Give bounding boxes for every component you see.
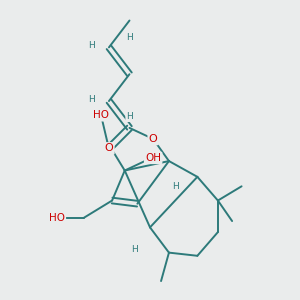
Text: H: H: [126, 112, 133, 121]
Text: H: H: [126, 33, 133, 42]
Text: O: O: [105, 143, 113, 153]
Text: H: H: [88, 95, 95, 104]
Text: HO: HO: [49, 213, 65, 223]
Text: OH: OH: [145, 153, 161, 163]
Text: H: H: [131, 245, 138, 254]
Text: HO: HO: [93, 110, 109, 120]
Text: H: H: [172, 182, 178, 191]
Text: H: H: [88, 41, 95, 50]
Text: O: O: [149, 134, 158, 144]
